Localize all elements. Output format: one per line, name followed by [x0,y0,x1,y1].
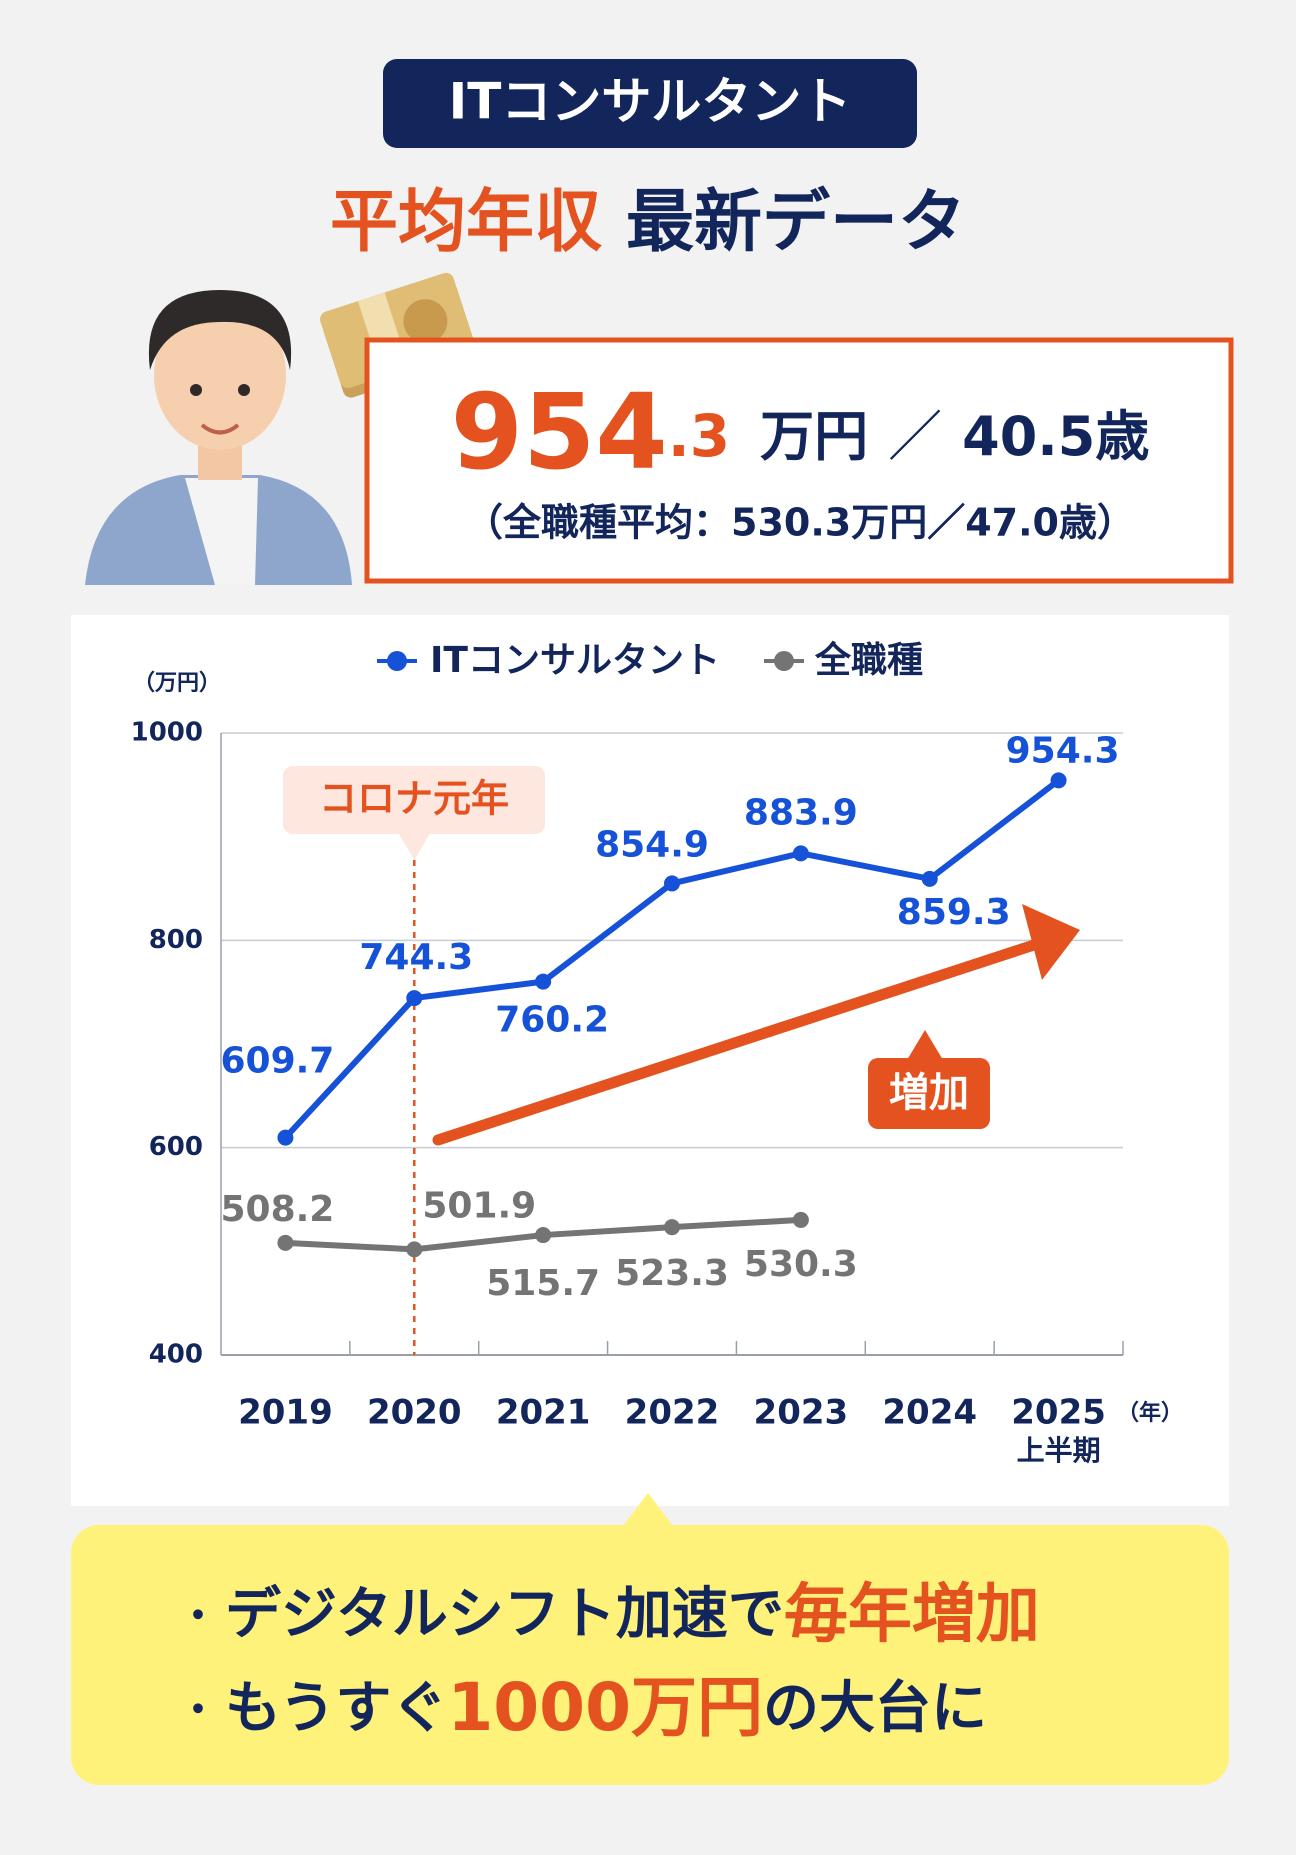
data-label: 508.2 [220,1189,334,1230]
x-tick-note: 上半期 [1017,1434,1101,1467]
data-point [792,1211,809,1228]
person-illustration [85,290,352,585]
bullet-highlight: 毎年増加 [784,1578,1040,1652]
legend-marker [387,651,407,671]
data-label: 609.7 [220,1041,334,1082]
y-tick-label: 1000 [131,718,203,748]
annotation-text: 増加 [889,1070,969,1116]
x-tick-label: 2022 [625,1393,720,1433]
data-point [277,1129,294,1146]
data-point [1050,772,1067,789]
legend-label: ITコンサルタント [430,640,720,681]
legend-label: 全職種 [814,639,923,681]
data-point [535,1227,552,1244]
annotation-box [283,766,545,834]
x-unit-label: （年） [1117,1400,1183,1426]
legend-marker [774,651,794,671]
data-label: 523.3 [615,1253,729,1294]
data-point [535,973,552,990]
data-point [664,875,680,892]
chart-panel [71,615,1229,1506]
annotation-pointer [398,833,431,860]
x-tick-label: 2024 [882,1393,977,1433]
annotation-box [868,1058,990,1129]
data-label: 859.3 [897,892,1011,933]
bullet-text-plain: もうすぐ [225,1676,447,1741]
data-label: 760.2 [495,1000,609,1041]
data-label: 744.3 [359,937,473,978]
data-point [406,1241,423,1258]
summary-box [364,337,1234,584]
data-point [406,990,423,1007]
bullet-highlight: 1000万円 [447,1669,763,1746]
separator: ／ [888,405,942,468]
x-tick-label: 2021 [496,1393,591,1433]
callout-pointer [620,1493,676,1530]
comparison: （全職種平均：530.3万円／47.0歳） [465,501,1135,545]
bullet: ・ [178,1687,218,1733]
data-point [792,845,809,862]
y-tick-label: 800 [149,925,203,955]
data-point [277,1234,294,1251]
y-tick-label: 400 [149,1340,203,1370]
bullet-text-plain: デジタルシフト加速で [225,1582,784,1647]
bullet-text: デジタルシフト加速で毎年増加 [225,1578,1040,1652]
bullet-text: もうすぐ1000万円の大台に [225,1669,987,1746]
y-tick-label: 600 [149,1132,203,1162]
footer-box [71,1525,1229,1785]
headline: 平均年収 最新データ [330,183,966,262]
value-decimal: .3 [668,402,730,470]
data-label: 883.9 [744,792,858,833]
summary-value: 954.3 万円 ／ 40.5歳 [451,371,1150,493]
annotation-text: コロナ元年 [319,777,509,821]
trend-arrowhead [1022,904,1080,980]
badge [383,59,917,148]
value-main: 954 [451,371,668,493]
annotation-pointer [907,1030,943,1060]
badge-text: ITコンサルタント [449,73,852,131]
x-tick-label: 2023 [754,1393,849,1433]
chart: 400 600 800 1000 （万円） 2019 2020 2021 2022 2023 202… [131,639,1183,1467]
bullet: ・ [178,1593,218,1639]
x-tick-label: 2025 [1011,1393,1106,1433]
age: 40.5歳 [962,405,1149,468]
value-unit: 万円 [760,405,868,468]
trend-arrow [432,937,1046,1146]
data-point [921,870,938,887]
data-label: 954.3 [1006,730,1120,771]
data-point [664,1219,680,1236]
data-label: 530.3 [744,1244,858,1285]
headline-rest: 最新データ [626,183,966,262]
data-label: 515.7 [486,1263,600,1304]
data-label: 501.9 [422,1185,536,1226]
data-label: 854.9 [595,824,709,865]
x-tick-label: 2019 [238,1393,333,1433]
y-unit-label: （万円） [133,671,221,696]
headline-highlight: 平均年収 [330,183,602,262]
bullet-text-rest: の大台に [763,1676,987,1741]
x-tick-label: 2020 [367,1393,462,1433]
